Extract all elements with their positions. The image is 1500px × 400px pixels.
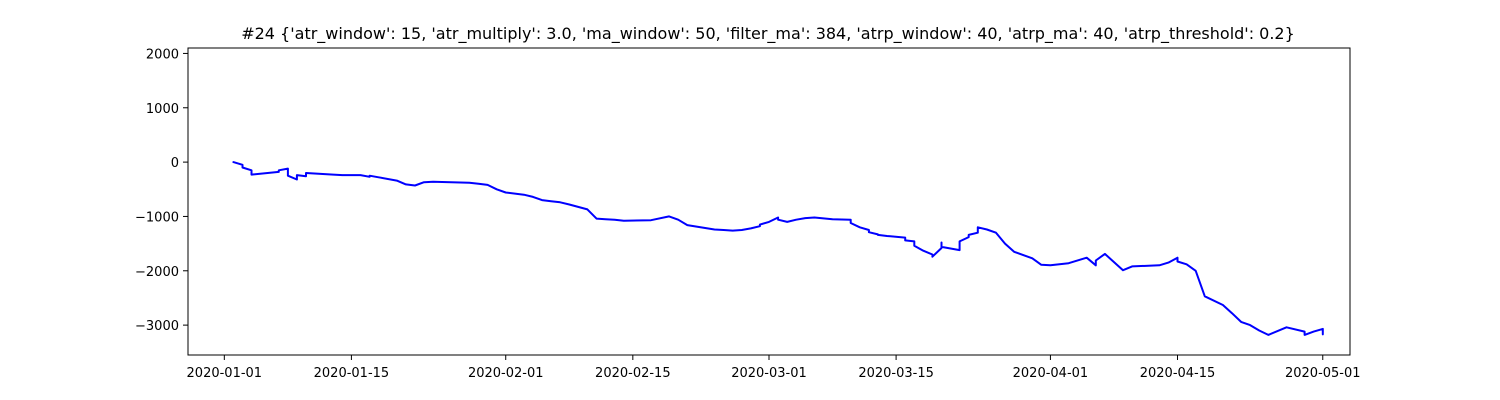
plot-area-frame xyxy=(187,47,1351,356)
x-tick-label: 2020-04-01 xyxy=(1013,366,1089,381)
x-tick-label: 2020-03-15 xyxy=(858,366,934,381)
y-tick-label: −1000 xyxy=(135,210,179,225)
x-tick-label: 2020-01-01 xyxy=(187,366,263,381)
y-tick-label: 0 xyxy=(171,156,179,171)
y-tick-label: −3000 xyxy=(135,319,179,334)
equity-curve-line xyxy=(232,161,1324,336)
y-tick-label: 2000 xyxy=(146,47,179,62)
x-axis: 2020-01-01 2020-01-15 2020-02-01 2020-02-15… xyxy=(187,355,1361,381)
x-tick-label: 2020-03-01 xyxy=(731,366,807,381)
chart-title: #24 {'atr_window': 15, 'atr_multiply': 3… xyxy=(241,24,1295,44)
x-tick-label: 2020-05-01 xyxy=(1285,366,1361,381)
y-axis: 2000 1000 0 −1000 −2000 −3000 xyxy=(135,47,188,334)
x-tick-label: 2020-02-01 xyxy=(468,366,544,381)
x-tick-label: 2020-01-15 xyxy=(314,366,390,381)
y-tick-label: 1000 xyxy=(146,102,179,117)
x-tick-label: 2020-02-15 xyxy=(595,366,671,381)
y-tick-label: −2000 xyxy=(135,265,179,280)
x-tick-label: 2020-04-15 xyxy=(1140,366,1216,381)
